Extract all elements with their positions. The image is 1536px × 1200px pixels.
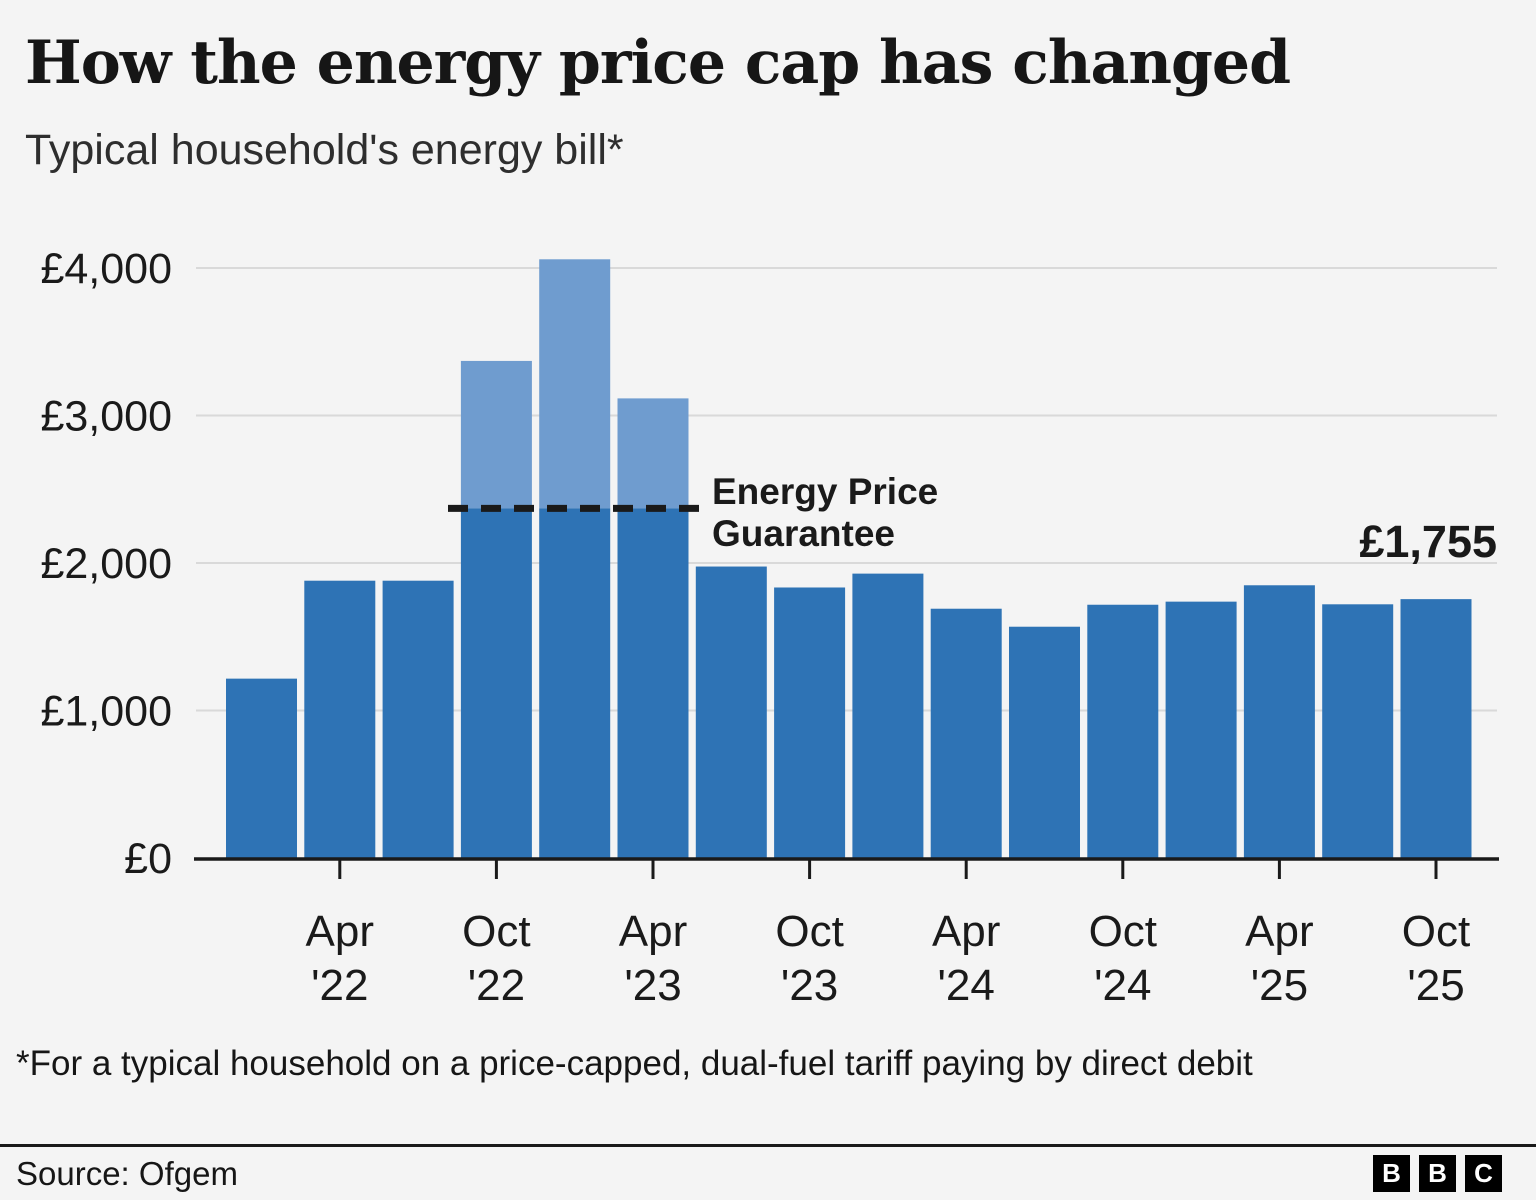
x-axis-tick-label-year: '23 bbox=[624, 961, 681, 1010]
bar bbox=[1087, 604, 1159, 858]
bar bbox=[1322, 604, 1394, 858]
footnote: *For a typical household on a price-capp… bbox=[16, 1044, 1253, 1083]
x-axis-tick-label-year: '25 bbox=[1251, 961, 1308, 1010]
bbc-logo-block-c: C bbox=[1465, 1155, 1502, 1192]
bar bbox=[539, 508, 611, 858]
bbc-logo: B B C bbox=[1373, 1155, 1502, 1192]
x-axis-tick-label-month: Apr bbox=[306, 907, 374, 956]
guarantee-annotation: Energy Price bbox=[712, 471, 938, 512]
bar-cap-above-guarantee bbox=[539, 259, 611, 509]
bbc-logo-block-b2: B bbox=[1419, 1155, 1456, 1192]
bar bbox=[304, 580, 376, 858]
guarantee-annotation: Guarantee bbox=[712, 513, 895, 554]
latest-value-label: £1,755 bbox=[1359, 516, 1497, 567]
y-axis-tick-label: £2,000 bbox=[40, 540, 172, 588]
x-axis-tick-label-year: '24 bbox=[938, 961, 995, 1010]
bar bbox=[774, 587, 846, 858]
x-axis-tick-label-year: '24 bbox=[1094, 961, 1151, 1010]
bar bbox=[1243, 585, 1315, 858]
x-axis-tick-label-month: Apr bbox=[1245, 907, 1313, 956]
page-subtitle: Typical household's energy bill* bbox=[25, 126, 624, 174]
source-label: Source: Ofgem bbox=[16, 1154, 238, 1192]
x-axis-tick-label-month: Oct bbox=[775, 907, 843, 956]
bar bbox=[1165, 601, 1237, 858]
page-title: How the energy price cap has changed bbox=[25, 28, 1291, 98]
bar-cap-above-guarantee bbox=[460, 360, 532, 509]
bar bbox=[226, 678, 297, 858]
x-axis-tick-label-month: Oct bbox=[462, 907, 530, 956]
x-axis-tick-label-year: '22 bbox=[468, 961, 525, 1010]
y-axis-tick-label: £0 bbox=[124, 835, 172, 883]
y-axis-tick-label: £4,000 bbox=[40, 245, 172, 293]
x-axis-tick-label-month: Oct bbox=[1089, 907, 1157, 956]
x-axis-tick-label-year: '25 bbox=[1407, 961, 1464, 1010]
bar-cap-above-guarantee bbox=[617, 398, 689, 509]
source-row: Source: Ofgem B B C bbox=[0, 1144, 1536, 1200]
bar bbox=[617, 508, 689, 858]
bar bbox=[1400, 599, 1472, 858]
x-axis-tick-label-year: '23 bbox=[781, 961, 838, 1010]
bar bbox=[930, 608, 1002, 858]
bbc-logo-block-b1: B bbox=[1373, 1155, 1410, 1192]
bar bbox=[382, 580, 454, 858]
x-axis-tick-label-year: '22 bbox=[311, 961, 368, 1010]
bar bbox=[460, 508, 532, 858]
y-axis-tick-label: £3,000 bbox=[40, 393, 172, 441]
bar bbox=[852, 573, 924, 858]
y-axis-tick-label: £1,000 bbox=[40, 688, 172, 736]
bar bbox=[1009, 626, 1080, 858]
bar bbox=[695, 566, 767, 858]
x-axis-tick-label-month: Apr bbox=[619, 907, 687, 956]
x-axis-tick-label-month: Oct bbox=[1402, 907, 1470, 956]
x-axis-tick-label-month: Apr bbox=[932, 907, 1000, 956]
